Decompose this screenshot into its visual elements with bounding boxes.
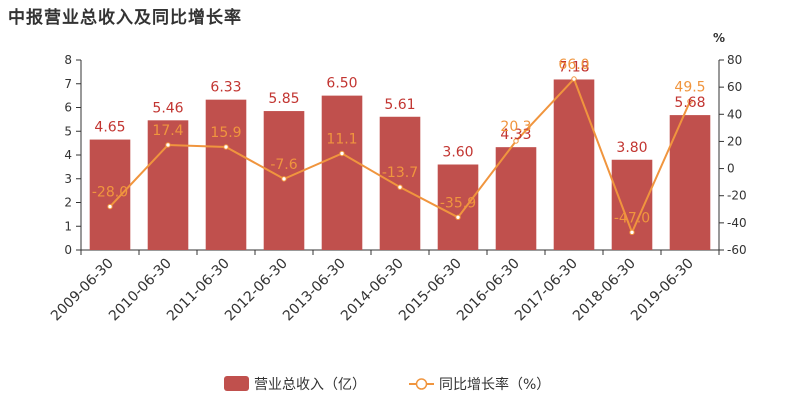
line-point[interactable] (629, 229, 635, 236)
bar-value-label: 7.18 (558, 59, 589, 75)
bar-value-label: 3.60 (442, 145, 473, 161)
y-right-tick-label: 60 (727, 80, 742, 94)
bar-series (89, 79, 711, 251)
line-point[interactable] (339, 150, 345, 157)
line-series (107, 76, 693, 236)
line-point[interactable] (687, 98, 693, 105)
line-point[interactable] (281, 176, 287, 182)
line-value-label: 17.4 (152, 123, 183, 139)
line-value-label: 66.0 (558, 57, 589, 73)
bar[interactable] (669, 115, 711, 250)
y-left-tick-label: 6 (64, 101, 72, 115)
y-right-tick-label: 40 (727, 107, 742, 121)
y-left-tick-label: 7 (64, 77, 72, 91)
bar-value-label: 6.33 (210, 80, 241, 96)
bar[interactable] (495, 147, 537, 250)
line-value-label: -13.7 (382, 165, 418, 181)
y-left-tick-label: 8 (64, 53, 72, 67)
line-value-label: 20.3 (500, 119, 531, 135)
line-value-label: -28.0 (92, 185, 128, 201)
bar[interactable] (379, 116, 421, 250)
line-value-label: -7.6 (270, 157, 297, 173)
y-right-tick-label: 80 (727, 53, 742, 67)
line-point[interactable] (107, 203, 113, 210)
y-right-tick-label: 20 (727, 134, 742, 148)
y-left-tick-label: 3 (64, 172, 72, 186)
y-right-unit-label: % (713, 31, 725, 45)
line-point[interactable] (513, 138, 519, 144)
line-value-label: -35.9 (440, 195, 476, 211)
bar[interactable] (437, 164, 479, 251)
bar-value-label: 3.80 (616, 140, 647, 156)
y-right-tick-label: -40 (727, 216, 747, 230)
bar-value-label: 5.61 (384, 97, 415, 113)
line-point[interactable] (455, 214, 461, 220)
bar-value-label: 4.65 (94, 120, 125, 136)
y-left-tick-label: 1 (64, 219, 72, 233)
line-point[interactable] (571, 76, 577, 82)
bar[interactable] (553, 79, 595, 250)
bar[interactable] (321, 95, 363, 250)
y-right-tick-label: 0 (727, 162, 735, 176)
line-value-label: 11.1 (326, 132, 357, 148)
line-value-label: -47.0 (614, 210, 650, 226)
y-left-tick-label: 5 (64, 124, 72, 138)
legend-line-marker (415, 378, 428, 390)
line-point[interactable] (165, 142, 171, 148)
line-value-label: 49.5 (674, 79, 705, 95)
bar-value-label: 5.85 (268, 91, 299, 107)
bar[interactable] (89, 139, 131, 250)
bar-value-label: 5.46 (152, 100, 183, 116)
line-value-label: 15.9 (210, 125, 241, 141)
legend-bar-label: 营业总收入（亿） (254, 377, 366, 393)
y-left-tick-label: 0 (64, 243, 72, 257)
bar[interactable] (205, 99, 247, 250)
y-right-tick-label: -20 (727, 189, 747, 203)
bar[interactable] (147, 120, 189, 250)
bar[interactable] (611, 159, 653, 250)
bar-value-label: 6.50 (326, 76, 357, 92)
chart-title: 中报营业总收入及同比增长率 (8, 8, 242, 28)
y-left-tick-label: 2 (64, 196, 72, 210)
y-left-tick-label: 4 (64, 148, 72, 162)
legend-line-label: 同比增长率（%） (439, 376, 550, 393)
data-labels: 4.65 5.46 6.33 5.85 6.50 5.61 3.60 4.33 7.18 3.80… (92, 57, 706, 226)
bar-value-label: 5.68 (674, 95, 705, 111)
y-right-tick-label: -60 (727, 243, 747, 257)
legend[interactable]: 营业总收入（亿） 同比增长率（%） (224, 376, 550, 393)
x-tick-label: 2019-06-30 (628, 256, 697, 325)
bar-value-label: 4.33 (500, 127, 531, 143)
line-point[interactable] (397, 184, 403, 190)
line-point[interactable] (223, 144, 229, 150)
legend-bar-swatch[interactable] (224, 376, 249, 391)
